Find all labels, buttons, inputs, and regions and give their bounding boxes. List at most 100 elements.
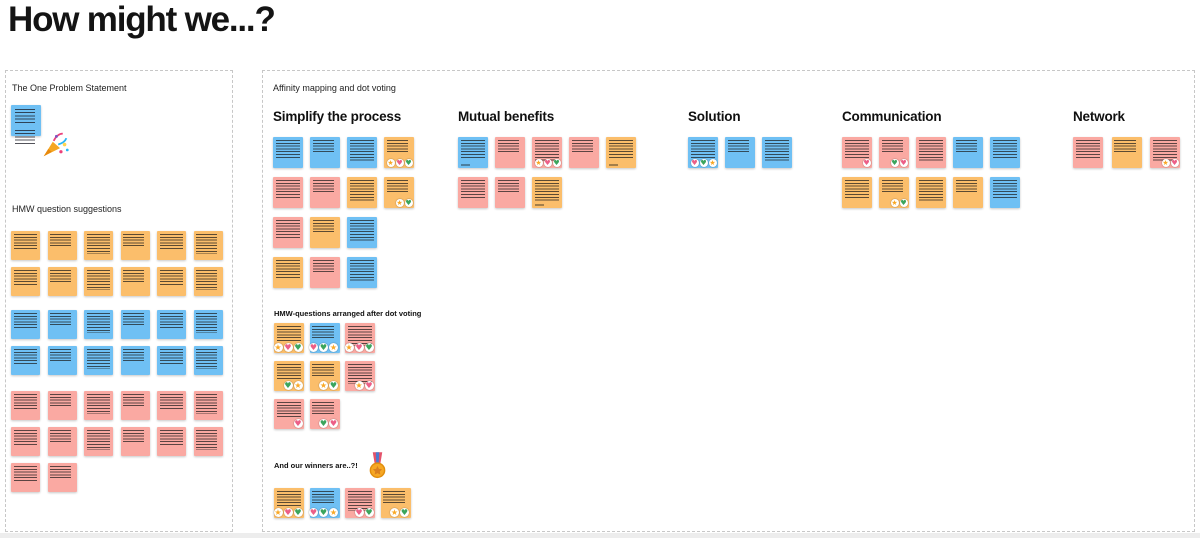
sticky-note-pink[interactable] — [11, 427, 40, 456]
star-badge[interactable]: ★ — [395, 199, 404, 207]
star-badge[interactable]: ★ — [354, 381, 364, 390]
sticky-note-orange[interactable] — [120, 267, 150, 296]
green-badge[interactable]: ♥ — [552, 159, 561, 167]
heart-badge[interactable]: ♥ — [364, 381, 374, 390]
sticky-note-pink[interactable] — [1073, 137, 1103, 168]
green-badge[interactable]: ♥ — [293, 343, 303, 352]
star-badge[interactable]: ★ — [319, 381, 328, 390]
green-badge[interactable]: ♥ — [404, 199, 413, 207]
sticky-note-blue[interactable] — [47, 346, 77, 375]
sticky-note-orange[interactable] — [47, 231, 77, 260]
sticky-note-pink[interactable] — [273, 217, 303, 248]
sticky-note-pink[interactable] — [310, 177, 340, 208]
sticky-note-pink[interactable]: ★ ♥ ♥ — [532, 137, 562, 168]
sticky-note-pink[interactable] — [495, 177, 525, 208]
star-badge[interactable]: ★ — [273, 508, 283, 517]
sticky-note-blue[interactable] — [273, 137, 303, 168]
sticky-note-orange[interactable] — [310, 217, 340, 248]
sticky-note-blue[interactable] — [990, 137, 1020, 168]
green-badge[interactable]: ♥ — [890, 159, 899, 167]
star-badge[interactable]: ★ — [273, 343, 283, 352]
sticky-note-orange[interactable] — [842, 177, 872, 208]
green-badge[interactable]: ♥ — [293, 508, 303, 517]
heart-badge[interactable]: ♥ — [293, 419, 303, 428]
green-badge[interactable]: ♥ — [364, 508, 374, 517]
star-badge[interactable]: ★ — [344, 343, 354, 352]
sticky-note-orange[interactable]: ★ ♥ ♥ — [384, 137, 414, 168]
green-badge[interactable]: ♥ — [319, 419, 328, 428]
sticky-note-pink[interactable] — [84, 391, 113, 420]
heart-badge[interactable]: ♥ — [543, 159, 552, 167]
sticky-note-pink[interactable]: ♥ ♥ — [309, 399, 340, 429]
sticky-note-pink[interactable] — [273, 177, 303, 208]
green-badge[interactable]: ♥ — [329, 381, 338, 390]
sticky-note-blue[interactable] — [120, 310, 150, 339]
heart-badge[interactable]: ♥ — [283, 343, 293, 352]
sticky-note-pink[interactable] — [120, 427, 150, 456]
sticky-note-orange[interactable] — [1111, 137, 1142, 168]
heart-badge[interactable]: ♥ — [354, 508, 364, 517]
sticky-note-blue[interactable] — [11, 346, 40, 375]
heart-badge[interactable]: ♥ — [395, 159, 404, 167]
star-badge[interactable]: ★ — [329, 508, 338, 517]
sticky-note-blue[interactable] — [762, 137, 792, 168]
sticky-note-orange[interactable] — [953, 177, 983, 208]
star-badge[interactable]: ★ — [329, 343, 338, 352]
sticky-note-blue[interactable] — [84, 310, 113, 339]
sticky-note-pink[interactable]: ★ ♥ ♥ — [344, 323, 375, 353]
sticky-note-blue[interactable] — [725, 137, 755, 168]
sticky-note-blue[interactable] — [84, 346, 113, 375]
sticky-note-orange[interactable] — [273, 257, 303, 288]
sticky-note-blue[interactable] — [310, 137, 340, 168]
sticky-note-pink[interactable] — [47, 463, 77, 492]
star-badge[interactable]: ★ — [534, 159, 543, 167]
star-badge[interactable]: ★ — [390, 508, 399, 517]
sticky-note-pink[interactable] — [310, 257, 340, 288]
sticky-note-pink[interactable] — [47, 427, 77, 456]
star-badge[interactable]: ★ — [890, 199, 899, 207]
sticky-note-orange[interactable]: ★ ♥ — [380, 488, 411, 518]
sticky-note-orange[interactable] — [157, 231, 186, 260]
heart-badge[interactable]: ♥ — [690, 159, 699, 167]
heart-badge[interactable]: ♥ — [899, 159, 908, 167]
sticky-note-pink[interactable] — [458, 177, 488, 208]
star-badge[interactable]: ★ — [708, 159, 717, 167]
sticky-note-pink[interactable]: ♥ ♥ — [879, 137, 909, 168]
sticky-note-orange[interactable] — [84, 231, 113, 260]
problem-statement-note[interactable] — [11, 105, 69, 157]
sticky-note-blue[interactable] — [347, 137, 377, 168]
green-badge[interactable]: ♥ — [899, 199, 908, 207]
sticky-note-pink[interactable] — [157, 427, 186, 456]
sticky-note-blue[interactable] — [157, 310, 186, 339]
sticky-note-pink[interactable] — [193, 427, 223, 456]
sticky-note-blue[interactable] — [953, 137, 983, 168]
sticky-note-orange[interactable] — [193, 267, 223, 296]
green-badge[interactable]: ♥ — [400, 508, 409, 517]
sticky-note-blue[interactable] — [157, 346, 186, 375]
sticky-note-pink[interactable] — [193, 391, 223, 420]
star-badge[interactable]: ★ — [293, 381, 303, 390]
sticky-note-orange[interactable] — [532, 177, 562, 208]
heart-badge[interactable]: ♥ — [309, 343, 318, 352]
sticky-note-blue[interactable]: ♥ ♥ ★ — [309, 323, 340, 353]
green-badge[interactable]: ♥ — [404, 159, 413, 167]
sticky-note-pink[interactable] — [11, 391, 40, 420]
green-badge[interactable]: ♥ — [319, 508, 328, 517]
star-badge[interactable]: ★ — [386, 159, 395, 167]
sticky-note-orange[interactable] — [120, 231, 150, 260]
sticky-note-blue[interactable] — [458, 137, 488, 168]
sticky-note-orange[interactable]: ★ ♥ — [309, 361, 340, 391]
sticky-note-orange[interactable] — [84, 267, 113, 296]
heart-badge[interactable]: ♥ — [329, 419, 338, 428]
sticky-note-pink[interactable] — [495, 137, 525, 168]
sticky-note-pink[interactable]: ★ ♥ — [1150, 137, 1180, 168]
sticky-note-blue[interactable]: ♥ ♥ ★ — [688, 137, 718, 168]
sticky-note-orange[interactable]: ★ ♥ ♥ — [273, 488, 304, 518]
sticky-note-blue[interactable] — [193, 346, 223, 375]
heart-badge[interactable]: ♥ — [309, 508, 318, 517]
sticky-note-pink[interactable] — [11, 463, 40, 492]
sticky-note-pink[interactable] — [569, 137, 599, 168]
green-badge[interactable]: ♥ — [699, 159, 708, 167]
green-badge[interactable]: ♥ — [283, 381, 293, 390]
sticky-note-blue[interactable] — [11, 310, 40, 339]
